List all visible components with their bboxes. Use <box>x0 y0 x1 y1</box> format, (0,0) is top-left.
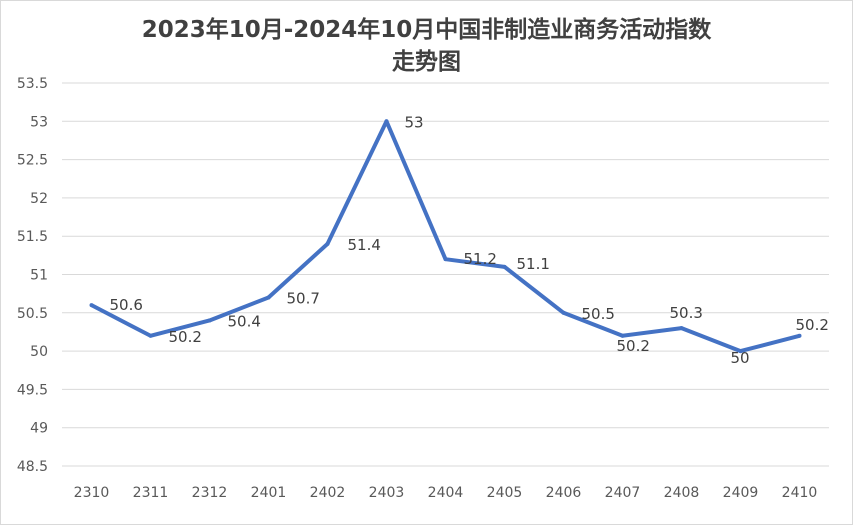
y-tick-label: 48.5 <box>17 459 48 475</box>
data-label: 50.6 <box>110 296 143 314</box>
x-tick-label: 2408 <box>664 485 700 501</box>
data-label: 51.1 <box>517 255 550 273</box>
data-point <box>679 326 684 331</box>
x-tick-label: 2312 <box>192 485 228 501</box>
data-point <box>738 349 743 354</box>
data-point <box>620 333 625 338</box>
data-label: 50.2 <box>169 328 202 346</box>
data-label: 51.2 <box>464 250 497 268</box>
chart-title-line1: 2023年10月-2024年10月中国非制造业商务活动指数 <box>141 17 712 43</box>
x-tick-label: 2311 <box>133 485 169 501</box>
x-tick-label: 2410 <box>782 485 818 501</box>
data-label: 50.4 <box>228 312 261 330</box>
x-tick-label: 2401 <box>251 485 287 501</box>
data-label: 50.5 <box>582 305 615 323</box>
data-label: 53 <box>405 113 424 131</box>
data-label: 50.7 <box>287 289 320 307</box>
y-tick-label: 51 <box>30 268 48 284</box>
x-tick-label: 2405 <box>487 485 523 501</box>
x-tick-label: 2406 <box>546 485 582 501</box>
data-point <box>266 295 271 300</box>
data-point <box>207 318 212 323</box>
x-tick-label: 2402 <box>310 485 346 501</box>
data-point <box>148 333 153 338</box>
data-point <box>325 241 330 246</box>
y-tick-label: 49.5 <box>17 382 48 398</box>
x-tick-label: 2404 <box>428 485 464 501</box>
x-tick-label: 2407 <box>605 485 641 501</box>
data-point <box>502 264 507 269</box>
data-point <box>797 333 802 338</box>
y-tick-label: 50.5 <box>17 306 48 322</box>
x-tick-label: 2403 <box>369 485 405 501</box>
chart-title: 2023年10月-2024年10月中国非制造业商务活动指数 走势图 <box>0 14 853 78</box>
x-tick-label: 2310 <box>74 485 110 501</box>
y-tick-label: 49 <box>30 421 48 437</box>
y-tick-label: 52 <box>30 191 48 207</box>
chart-title-line2: 走势图 <box>392 49 461 75</box>
data-point <box>443 257 448 262</box>
data-label: 50 <box>731 349 750 367</box>
data-label: 50.2 <box>617 337 650 355</box>
y-tick-label: 53 <box>30 114 48 130</box>
data-point <box>561 310 566 315</box>
y-tick-label: 50 <box>30 344 48 360</box>
y-tick-label: 51.5 <box>17 229 48 245</box>
y-tick-label: 53.5 <box>17 76 48 92</box>
data-label: 50.2 <box>796 316 829 334</box>
data-label: 51.4 <box>348 236 381 254</box>
data-point <box>89 303 94 308</box>
data-label: 50.3 <box>670 304 703 322</box>
data-point <box>384 119 389 124</box>
y-tick-label: 52.5 <box>17 153 48 169</box>
x-tick-label: 2409 <box>723 485 759 501</box>
